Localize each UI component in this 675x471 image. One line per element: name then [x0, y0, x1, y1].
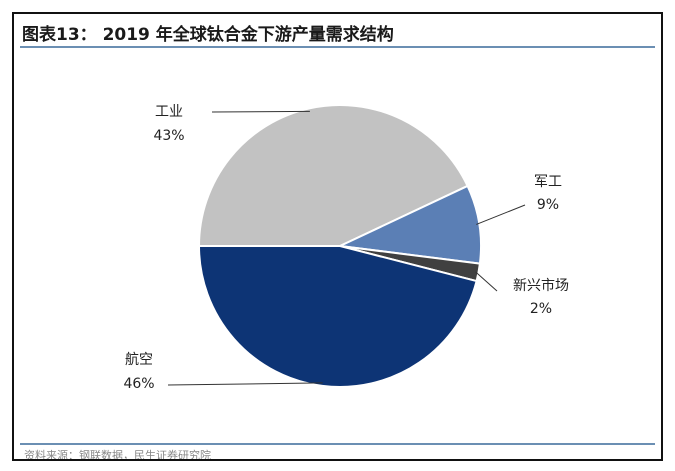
figure-title: 图表13： 2019 年全球钛合金下游产量需求结构 [22, 25, 394, 45]
leader-line-2 [476, 204, 526, 225]
footer-rule [20, 443, 655, 445]
pie-slices [197, 104, 482, 388]
slice-name-label: 新兴市场 [513, 277, 569, 294]
slice-name-label: 航空 [125, 352, 153, 368]
slice-value-label: 43% [153, 128, 184, 144]
slice-value-label: 2% [530, 301, 552, 317]
slice-value-label: 46% [123, 376, 154, 392]
leader-line-1 [211, 110, 310, 113]
pie-slice-1 [197, 104, 469, 247]
pie-slice-4 [197, 245, 478, 388]
leader-line-4 [167, 382, 323, 386]
leader-line-3 [475, 271, 498, 292]
source-note: 资料来源：钢联数据，民生证券研究院 [24, 449, 211, 459]
title-rule [20, 46, 655, 48]
slice-name-label: 军工 [534, 174, 562, 190]
slice-value-label: 9% [537, 197, 559, 213]
slice-name-label: 工业 [155, 104, 183, 120]
pie-slice-2 [336, 184, 482, 265]
slice-labels: 工业 43% 军工 9% 新兴市场 2% 航空 46% [123, 104, 569, 392]
leader-lines [167, 110, 526, 386]
